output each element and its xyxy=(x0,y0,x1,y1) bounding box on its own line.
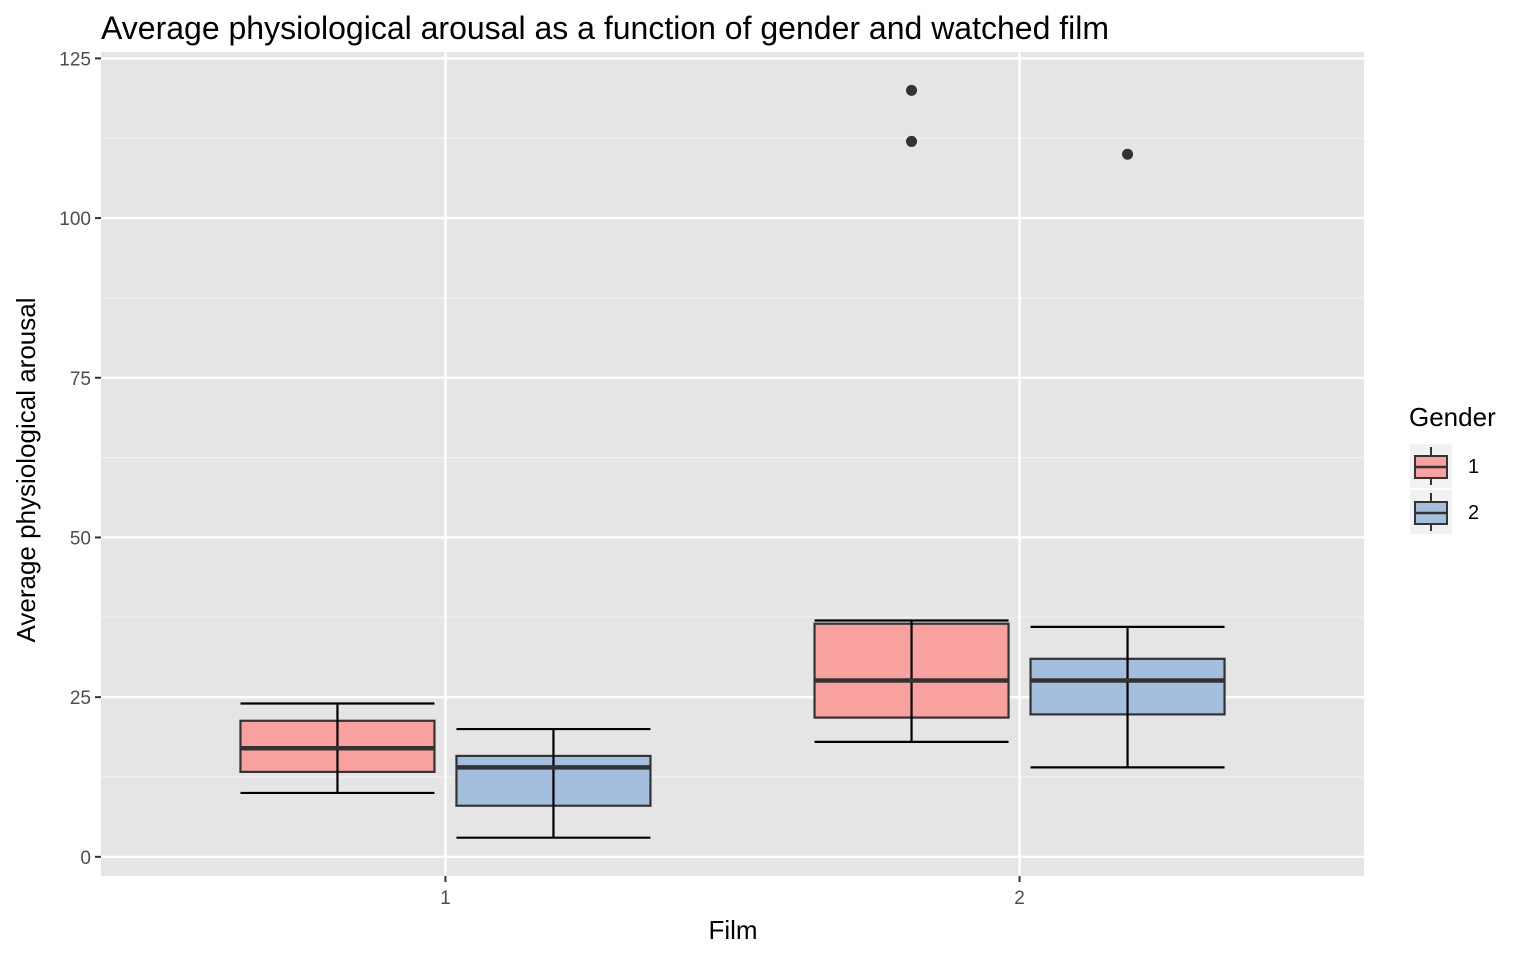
y-tick-label: 25 xyxy=(70,688,91,709)
box-group-gender-2-film-2 xyxy=(1029,148,1226,769)
box-group-gender-1-film-1 xyxy=(239,702,436,795)
box-group-gender-2-film-1 xyxy=(455,727,652,839)
legend-item-gender-1: 1 xyxy=(1410,444,1479,488)
y-axis-title: Average physiological arousal xyxy=(11,298,41,643)
outlier-point xyxy=(906,135,918,147)
x-tick-label: 1 xyxy=(440,888,451,909)
legend-item-gender-2: 2 xyxy=(1410,490,1479,534)
y-tick-label: 125 xyxy=(59,49,91,70)
box-series-group xyxy=(239,84,1226,839)
outlier-point xyxy=(1122,148,1134,160)
outlier-point xyxy=(906,84,918,96)
chart-title: Average physiological arousal as a funct… xyxy=(101,10,1109,46)
y-tick-label: 100 xyxy=(59,209,91,230)
legend-title: Gender xyxy=(1409,402,1496,432)
y-tick-label: 0 xyxy=(80,848,91,869)
x-axis-title: Film xyxy=(708,915,757,945)
legend-label: 2 xyxy=(1468,502,1479,524)
legend-label: 1 xyxy=(1468,456,1479,478)
y-axis: 0 25 50 75 100 125 xyxy=(59,49,101,869)
y-tick-label: 75 xyxy=(70,369,91,390)
legend: Gender 1 2 xyxy=(1409,402,1496,534)
box-group-gender-1-film-2 xyxy=(813,84,1010,743)
x-tick-label: 2 xyxy=(1014,888,1025,909)
y-tick-label: 50 xyxy=(70,528,91,549)
